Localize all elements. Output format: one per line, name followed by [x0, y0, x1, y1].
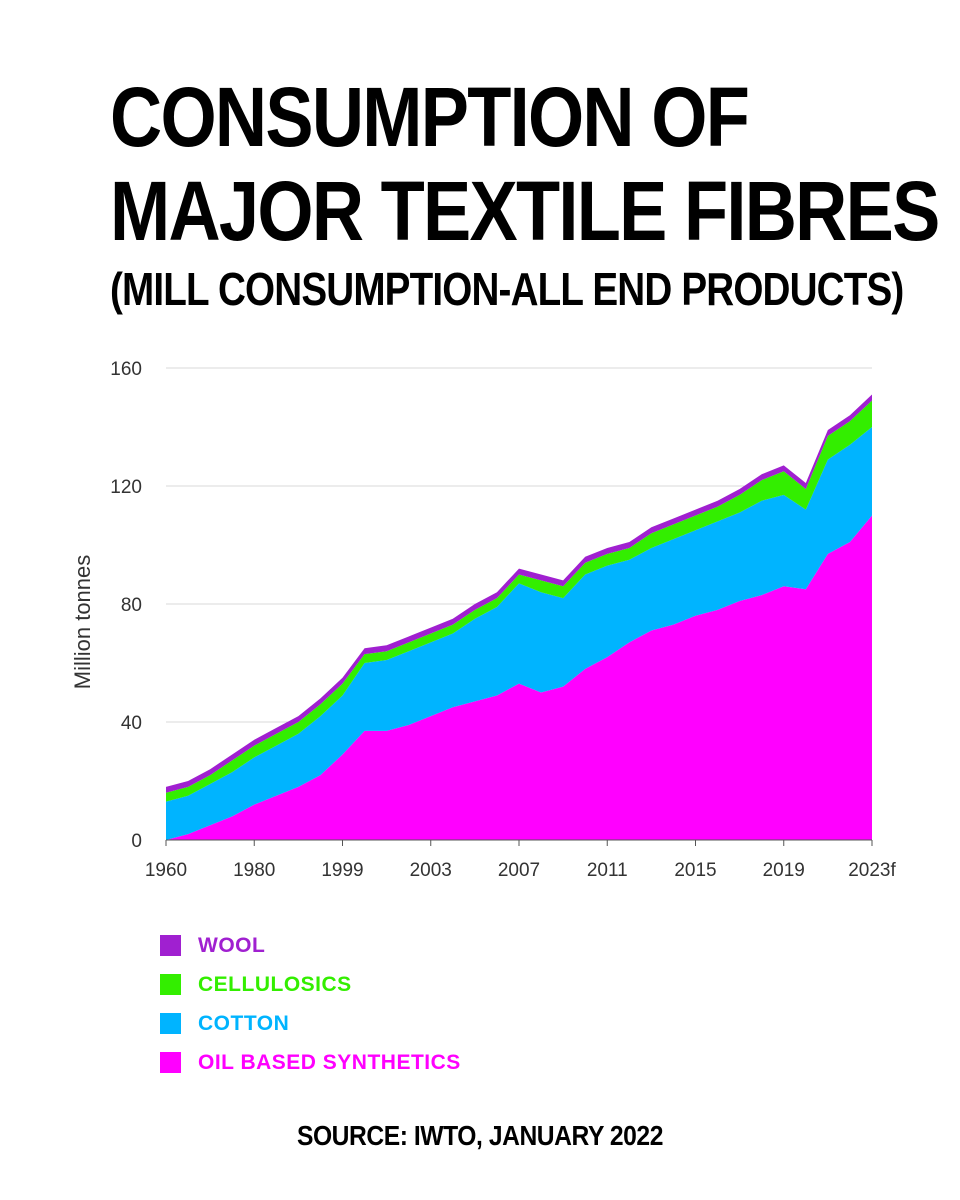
- series-area-cellulosics: [166, 400, 872, 802]
- legend-label: OIL BASED SYNTHETICS: [198, 1050, 461, 1074]
- legend-item: OIL BASED SYNTHETICS: [160, 1043, 461, 1082]
- source-text: SOURCE: IWTO, JANUARY 2022: [296, 1120, 663, 1151]
- legend-item: COTTON: [160, 1004, 461, 1043]
- x-tick-label: 2011: [587, 860, 628, 881]
- x-tick-label: 2015: [674, 860, 716, 881]
- x-tick-label: 2019: [763, 860, 805, 881]
- legend-label: WOOL: [198, 933, 266, 957]
- legend-swatch: [160, 1052, 181, 1073]
- legend-swatch: [160, 935, 181, 956]
- legend-item: WOOL: [160, 926, 461, 965]
- stacked-area-chart: 0 40 80 120 160 1960 1980 1999 2003 2007 2011 2015 2…: [70, 359, 896, 881]
- x-tick-label: 2003: [410, 860, 452, 881]
- x-tick-label: 1999: [321, 860, 363, 881]
- y-tick-label: 80: [121, 595, 142, 616]
- title-block: CONSUMPTION OF MAJOR TEXTILE FIBRES (MIL…: [110, 70, 940, 316]
- x-tick-label: 1960: [145, 860, 187, 881]
- chart-title-line-1: CONSUMPTION OF: [110, 70, 750, 164]
- series-area-oil-based-synthetics: [166, 515, 872, 840]
- x-tick-label: 1980: [233, 860, 275, 881]
- legend-item: CELLULOSICS: [160, 965, 461, 1004]
- legend-label: COTTON: [198, 1011, 290, 1035]
- chart-subtitle: (MILL CONSUMPTION-ALL END PRODUCTS): [110, 263, 904, 315]
- source-note: SOURCE: IWTO, JANUARY 2022: [0, 1120, 960, 1152]
- y-axis-title: Million tonnes: [70, 555, 95, 690]
- legend-swatch: [160, 974, 181, 995]
- y-tick-label: 0: [131, 831, 142, 852]
- y-tick-label: 120: [110, 477, 142, 498]
- y-tick-label: 160: [110, 359, 142, 380]
- legend-label: CELLULOSICS: [198, 972, 352, 996]
- x-tick-label: 2007: [498, 860, 540, 881]
- x-tick-label: 2023f: [848, 860, 896, 881]
- series-area-wool: [166, 394, 872, 793]
- chart-title-line-2: MAJOR TEXTILE FIBRES: [110, 164, 940, 258]
- legend-swatch: [160, 1013, 181, 1034]
- legend: WOOL CELLULOSICS COTTON OIL BASED SYNTHETIC…: [160, 926, 461, 1082]
- y-tick-label: 40: [121, 713, 142, 734]
